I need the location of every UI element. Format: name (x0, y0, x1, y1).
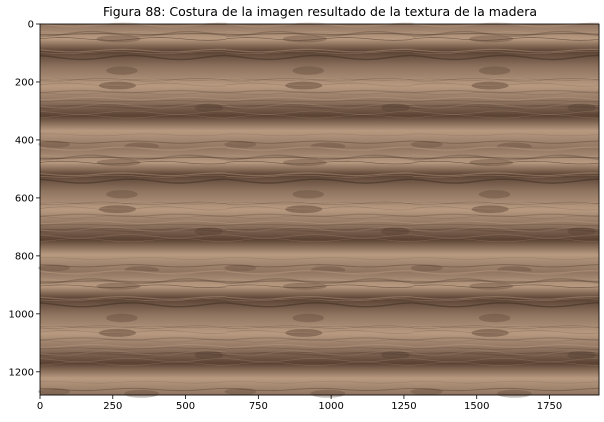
texture-tile (224, 22, 414, 151)
y-axis: 0 200 400 600 800 1000 1200 (9, 20, 40, 378)
x-tick-label: 1250 (391, 401, 416, 412)
texture-tile (224, 146, 414, 275)
texture-tile (38, 22, 227, 151)
figure-title: Figura 88: Costura de la imagen resultad… (103, 4, 537, 19)
x-tick-label: 1500 (464, 401, 489, 412)
axes-frame (39, 23, 600, 396)
y-tick-label: 1200 (9, 367, 34, 378)
x-tick-label: 250 (103, 401, 122, 412)
texture-tile (410, 22, 600, 151)
x-tick-label: 500 (176, 401, 195, 412)
x-tick-label: 1750 (537, 401, 562, 412)
y-tick-label: 400 (15, 135, 34, 146)
y-tick-label: 800 (15, 251, 34, 262)
texture-tile (410, 146, 600, 275)
y-tick-label: 600 (15, 193, 34, 204)
texture-tile (38, 146, 227, 275)
y-tick-label: 200 (15, 77, 34, 88)
x-tick-label: 1000 (318, 401, 343, 412)
x-axis: 0 250 500 750 1000 1250 1500 1750 (37, 395, 562, 412)
texture-tile (224, 269, 414, 398)
x-tick-label: 750 (249, 401, 268, 412)
texture-tile (38, 269, 227, 398)
x-tick-label: 0 (37, 401, 43, 412)
y-tick-label: 0 (28, 20, 34, 31)
texture-tile (410, 269, 600, 398)
image-area (38, 22, 600, 398)
y-tick-label: 1000 (9, 309, 34, 320)
